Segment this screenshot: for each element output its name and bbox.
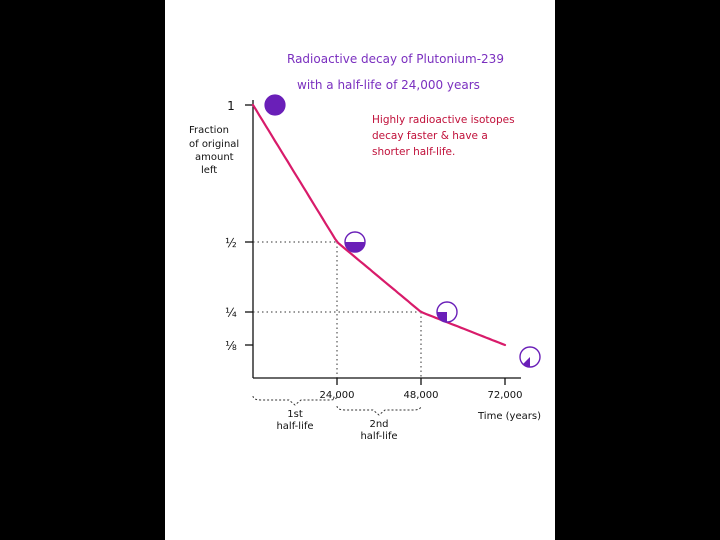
x-tick-label-1: 48,000 <box>404 390 439 401</box>
y-tick-label-0: 1 <box>227 99 235 113</box>
y-axis-label-line-2: of original <box>189 139 239 150</box>
half-life-brace <box>336 405 422 416</box>
annotation-line-1: Highly radioactive isotopes <box>372 114 515 126</box>
chart-title-line-2: with a half-life of 24,000 years <box>297 78 480 92</box>
paper-sheet: Radioactive decay of Plutonium-239 with … <box>165 0 555 540</box>
half-life-label-0-1: half-life <box>276 421 313 432</box>
annotation: Highly radioactive isotopes decay faster… <box>372 114 515 158</box>
chart-title: Radioactive decay of Plutonium-239 with … <box>287 52 504 92</box>
y-tick-label-2: ¼ <box>225 306 237 320</box>
decay-curve <box>251 103 507 347</box>
x-tick-label-2: 72,000 <box>488 390 523 401</box>
half-life-label-0-0: 1st <box>287 409 303 420</box>
chart-title-line-1: Radioactive decay of Plutonium-239 <box>287 52 504 66</box>
x-axis-label: Time (years) <box>477 411 541 422</box>
half-life-brace <box>252 395 338 406</box>
sample-marker-half-fill <box>345 242 365 252</box>
half-life-label-1-1: half-life <box>360 431 397 442</box>
decay-chart: Radioactive decay of Plutonium-239 with … <box>189 52 541 442</box>
sample-marker-eighth-fill <box>522 357 530 368</box>
half-life-label-1-0: 2nd <box>369 419 388 430</box>
y-tick-label-3: ⅛ <box>225 339 237 353</box>
y-axis-label: Fraction of original amount left <box>189 125 239 176</box>
y-axis-label-line-3: amount <box>195 152 234 163</box>
y-axis-label-line-1: Fraction <box>189 125 229 136</box>
annotation-line-2: decay faster & have a <box>372 130 488 142</box>
annotation-line-3: shorter half-life. <box>372 146 455 158</box>
sample-marker-full <box>264 94 286 116</box>
y-tick-label-1: ½ <box>225 236 237 250</box>
y-axis-label-line-4: left <box>201 165 217 176</box>
x-tick-label-0: 24,000 <box>320 390 355 401</box>
sample-marker-quarter-fill <box>437 312 447 322</box>
